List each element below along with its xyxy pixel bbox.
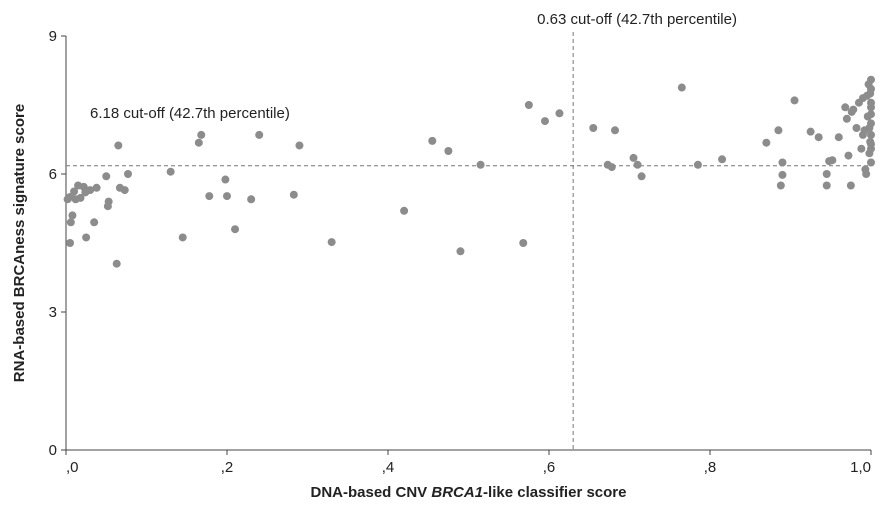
- x-axis-title: DNA-based CNV BRCA1-like classifier scor…: [311, 484, 627, 501]
- data-point: [806, 127, 815, 136]
- data-point: [476, 160, 485, 169]
- data-point: [66, 218, 75, 227]
- data-point: [70, 187, 79, 196]
- data-point: [76, 193, 85, 202]
- data-point: [123, 170, 132, 178]
- data-point: [223, 192, 231, 201]
- data-point: [852, 124, 861, 132]
- data-point: [295, 141, 304, 150]
- data-point: [778, 170, 787, 179]
- y-cutoff-annotation: 6.18 cut-off (42.7th percentile): [90, 105, 290, 122]
- y-tick-label: 0: [49, 442, 57, 459]
- x-tick-label: ,0: [66, 459, 79, 476]
- data-point: [166, 167, 175, 176]
- data-point: [718, 155, 727, 164]
- x-axis-title-part-1: DNA-based CNV: [311, 484, 432, 501]
- data-point: [82, 233, 91, 242]
- x-tick-label: ,6: [543, 459, 556, 476]
- data-point: [862, 170, 871, 178]
- y-tick-label: 6: [49, 166, 57, 183]
- data-point: [776, 181, 785, 190]
- data-point: [86, 186, 95, 195]
- data-point: [637, 172, 646, 181]
- data-point: [822, 181, 831, 190]
- data-point: [611, 126, 620, 135]
- data-point: [90, 218, 99, 227]
- data-point: [834, 133, 843, 142]
- data-point: [327, 238, 336, 247]
- data-point: [178, 233, 187, 242]
- data-point: [828, 156, 837, 165]
- data-point: [589, 124, 598, 132]
- data-point: [289, 190, 298, 199]
- x-tick-label: 1,0: [850, 459, 871, 476]
- data-point: [555, 109, 564, 118]
- cutoff-lines: [66, 32, 871, 450]
- data-point: [221, 175, 230, 184]
- data-point: [846, 181, 855, 190]
- data-point: [867, 144, 875, 153]
- x-axis-title-part-3: -like classifier score: [483, 484, 626, 501]
- data-point: [104, 197, 113, 206]
- data-point: [255, 130, 264, 139]
- data-point: [102, 172, 111, 181]
- x-tick-label: ,4: [382, 459, 395, 476]
- data-point: [790, 96, 799, 105]
- data-point: [867, 119, 875, 128]
- data-point: [607, 163, 616, 172]
- data-point: [867, 130, 875, 139]
- data-point: [778, 158, 787, 167]
- tick-marks: [61, 35, 872, 455]
- data-point: [844, 151, 853, 160]
- data-point: [814, 133, 823, 142]
- data-point: [114, 141, 123, 150]
- data-point: [540, 117, 549, 126]
- data-point: [456, 247, 465, 256]
- data-point: [231, 225, 240, 234]
- data-point: [841, 103, 850, 112]
- data-point: [762, 138, 771, 147]
- data-point: [197, 130, 206, 139]
- y-tick-label: 3: [49, 304, 57, 321]
- data-point: [444, 147, 453, 155]
- y-axis-title: RNA-based BRCAness signature score: [11, 104, 28, 382]
- data-point: [693, 160, 702, 169]
- x-cutoff-annotation: 0.63 cut-off (42.7th percentile): [537, 11, 737, 28]
- data-point: [867, 98, 875, 107]
- axes: [65, 36, 871, 451]
- data-point: [867, 75, 875, 84]
- x-tick-label: ,2: [221, 459, 234, 476]
- data-point: [629, 153, 638, 162]
- data-point: [867, 110, 875, 119]
- data-point: [524, 101, 533, 109]
- data-point: [120, 186, 129, 195]
- data-point: [66, 239, 75, 247]
- data-point: [849, 105, 858, 114]
- data-point: [92, 183, 101, 192]
- data-point: [519, 239, 528, 247]
- data-point: [857, 144, 866, 153]
- tick-labels: ,0 ,2 ,4 ,6 ,8 1,0 0 3 6 9: [49, 28, 871, 476]
- data-point: [774, 126, 783, 135]
- x-axis-title-gene: BRCA1: [431, 484, 483, 501]
- data-point: [194, 138, 203, 147]
- data-point: [822, 170, 831, 178]
- data-point: [247, 195, 256, 204]
- data-point: [633, 160, 642, 169]
- x-tick-label: ,8: [704, 459, 717, 476]
- data-point: [867, 158, 875, 167]
- data-point: [68, 211, 77, 220]
- data-point: [400, 206, 409, 215]
- data-point: [677, 83, 686, 92]
- data-points: [63, 75, 875, 268]
- data-point: [205, 192, 214, 201]
- y-tick-label: 9: [49, 28, 57, 45]
- data-point: [867, 84, 875, 93]
- data-point: [428, 136, 437, 145]
- data-point: [842, 114, 851, 123]
- data-point: [112, 259, 121, 268]
